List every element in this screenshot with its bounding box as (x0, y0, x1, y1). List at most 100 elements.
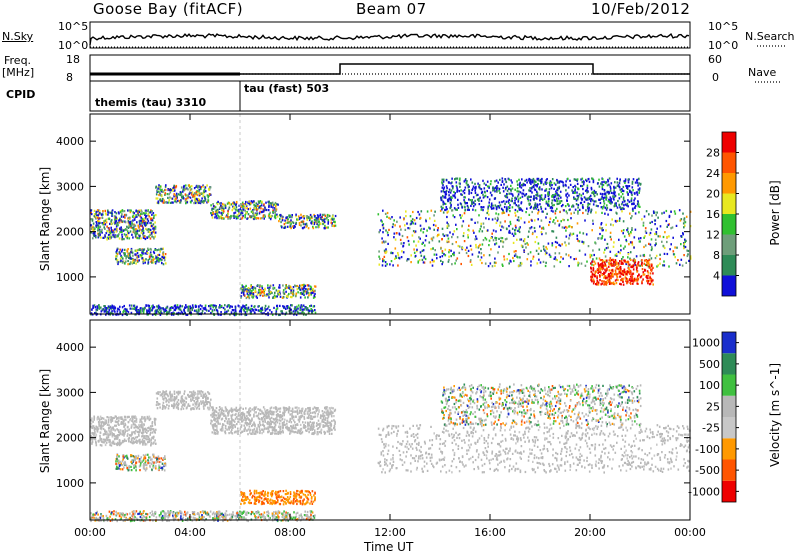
heatmap-region (155, 390, 212, 411)
date-title: 10/Feb/2012 (591, 0, 691, 18)
cpid-label: CPID (6, 88, 36, 101)
colorbar-segment (722, 374, 736, 396)
colorbar-segment (722, 417, 736, 439)
x-tick-label: 00:00 (74, 526, 106, 539)
velocity-panel (90, 320, 692, 523)
heatmap-region (240, 489, 316, 506)
nave-tick-top: 60 (708, 53, 722, 66)
x-tick-label: 16:00 (474, 526, 506, 539)
colorbar-segment (722, 353, 736, 375)
x-tick-label: 12:00 (374, 526, 406, 539)
nsearch-tick-bottom: 10^0 (708, 39, 739, 52)
heatmap-region (210, 406, 337, 436)
y-tick-label: 1000 (56, 477, 84, 490)
heatmap-region (590, 258, 654, 286)
freq-panel-frame (89, 54, 691, 82)
colorbar-tick-label: 12 (706, 229, 720, 242)
nsky-panel-frame (89, 21, 691, 49)
velocity-ylabel: Slant Range [km] (38, 368, 52, 474)
x-tick-label: 08:00 (274, 526, 306, 539)
colorbar-segment (722, 459, 736, 481)
colorbar-tick-label: 100 (699, 379, 720, 392)
nave-tick-bottom: 0 (712, 71, 719, 84)
heatmap-region (90, 415, 157, 447)
power-ylabel: Slant Range [km] (38, 166, 52, 272)
nsky-tick-bottom: 10^0 (58, 39, 89, 52)
colorbar-segment (722, 173, 736, 194)
velocity-colorbar: 1000 500 100 25 -25 -100 -500 -1000 (688, 331, 739, 503)
heatmap-region (155, 184, 212, 205)
colorbar-segment (722, 395, 736, 417)
colorbar-segment (722, 438, 736, 460)
freq-tick-top: 18 (66, 53, 80, 66)
power-panel (90, 114, 692, 317)
heatmap-region (377, 209, 692, 268)
colorbar-tick-label: 25 (706, 400, 720, 413)
colorbar-tick-label: 1000 (692, 337, 720, 350)
nsky-label: N.Sky (2, 30, 34, 43)
xaxis-label: Time UT (364, 540, 414, 554)
colorbar-tick-label: 500 (699, 358, 720, 371)
cpid-panel-frame (89, 80, 691, 112)
nsearch-label: N.Search (745, 30, 795, 43)
colorbar-segment (722, 214, 736, 235)
colorbar-segment (722, 480, 736, 502)
heatmap-region (240, 283, 317, 300)
y-tick-label: 2000 (56, 432, 84, 445)
heatmap-region (210, 200, 279, 221)
colorbar-segment (722, 234, 736, 255)
colorbar-segment (722, 255, 736, 276)
colorbar-tick-label: 4 (713, 270, 720, 283)
colorbar-segment (722, 332, 736, 354)
nave-label: Nave (748, 66, 777, 79)
colorbar-segment (722, 132, 736, 153)
x-tick-label: 20:00 (574, 526, 606, 539)
heatmap-region (278, 213, 337, 230)
cpid-mode-themis: themis (tau) 3310 (95, 96, 207, 109)
nsearch-tick-top: 10^5 (708, 20, 739, 33)
heatmap-region (377, 424, 692, 474)
x-tick-label: 04:00 (174, 526, 206, 539)
colorbar-tick-label: 16 (706, 208, 720, 221)
velocity-cbar-label: Velocity [m s^-1] (768, 362, 782, 468)
power-colorbar: 4 8 12 16 20 24 28 (706, 131, 739, 297)
colorbar-tick-label: -100 (695, 443, 720, 456)
colorbar-tick-label: 28 (706, 147, 720, 160)
heatmap-region (440, 177, 642, 212)
nsky-tick-top: 10^5 (58, 20, 89, 33)
colorbar-segment (722, 152, 736, 173)
heatmap-region (90, 209, 157, 241)
heatmap-region (115, 453, 167, 472)
x-tick-label: 00:00 (674, 526, 706, 539)
colorbar-tick-label: 24 (706, 167, 720, 180)
colorbar-segment (722, 275, 736, 296)
power-panel-frame (89, 113, 691, 315)
colorbar-tick-label: -1000 (688, 485, 720, 498)
axes-layer: 1000 2000 3000 4000 1000 2000 3000 4000 00:00 04:… (56, 114, 706, 539)
power-cbar-label: Power [dB] (768, 180, 782, 246)
heatmap-region (440, 383, 642, 427)
colorbar-segment (722, 193, 736, 214)
y-tick-label: 3000 (56, 180, 84, 193)
y-tick-label: 4000 (56, 135, 84, 148)
colorbar-frame (721, 331, 737, 503)
nsky-trace (89, 33, 690, 46)
colorbar-tick-label: 20 (706, 188, 720, 201)
beam-title: Beam 07 (356, 0, 427, 18)
nave-trace (240, 63, 690, 75)
y-tick-label: 2000 (56, 226, 84, 239)
freq-label-2: [MHz] (2, 66, 35, 79)
y-tick-label: 1000 (56, 271, 84, 284)
y-tick-label: 3000 (56, 386, 84, 399)
freq-label-1: Freq. (4, 54, 32, 67)
heatmap-region (115, 247, 167, 266)
colorbar-tick-label: 8 (713, 249, 720, 262)
colorbar-tick-label: -500 (695, 464, 720, 477)
cpid-mode-tau: tau (fast) 503 (244, 82, 330, 95)
y-tick-label: 4000 (56, 341, 84, 354)
colorbar-tick-label: -25 (702, 422, 720, 435)
freq-tick-bottom: 8 (66, 71, 73, 84)
velocity-panel-frame (89, 319, 691, 521)
station-title: Goose Bay (fitACF) (93, 0, 244, 18)
